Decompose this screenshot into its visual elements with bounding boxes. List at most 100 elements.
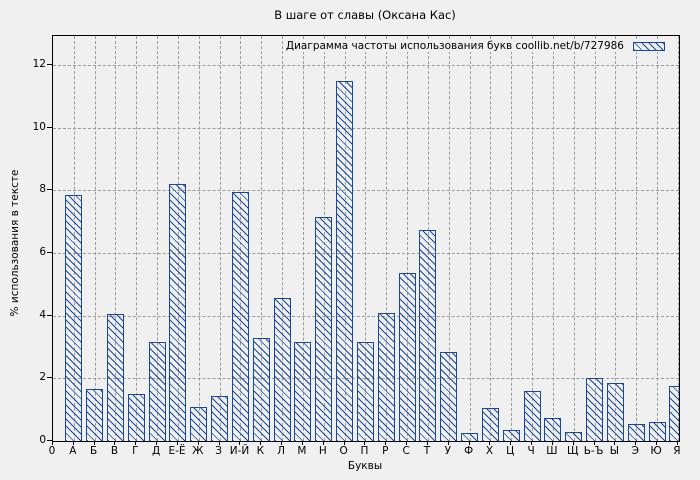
bar-Б: [86, 389, 104, 441]
y-tick-mark: [47, 440, 52, 441]
y-tick-mark: [47, 314, 52, 316]
y-tick-label: 4: [39, 308, 46, 321]
x-tick-mark: [676, 441, 678, 445]
x-gridline: [511, 36, 513, 441]
x-tick-mark: [364, 441, 366, 445]
x-tick-mark: [197, 441, 199, 445]
x-tick-mark: [614, 441, 616, 445]
bar-Р: [377, 312, 395, 441]
x-gridline: [94, 36, 96, 441]
x-tick-label: Н: [318, 445, 327, 457]
y-tick-mark: [47, 64, 52, 66]
plot-area: Диаграмма частоты использования букв coo…: [52, 35, 680, 442]
bar-Ц: [502, 430, 520, 441]
x-gridline: [115, 36, 117, 441]
bar-Т: [419, 229, 437, 441]
y-tick-label: 2: [39, 371, 46, 384]
bar-Ы: [606, 383, 624, 441]
x-tick-label: Д: [152, 445, 161, 457]
x-tick-mark: [176, 441, 178, 445]
x-axis-title: Буквы: [347, 460, 383, 472]
x-tick-mark: [593, 441, 595, 445]
x-tick-label: Ы: [609, 445, 620, 457]
y-tick-mark: [47, 252, 52, 254]
x-tick-label-origin: 0: [48, 445, 56, 457]
x-tick-label: Ф: [464, 445, 474, 457]
bar-Э: [627, 423, 645, 441]
y-tick-label: 0: [39, 434, 46, 446]
legend-swatch-hatched-box: [633, 41, 665, 51]
x-tick-mark: [426, 441, 428, 445]
x-tick-mark: [447, 441, 449, 445]
x-tick-label: Ч: [527, 445, 535, 457]
bar-Ш: [544, 417, 562, 441]
x-tick-label: П: [360, 445, 369, 457]
bar-Е-Ё: [169, 184, 187, 441]
x-tick-mark: [510, 441, 512, 445]
x-tick-label: В: [110, 445, 119, 457]
x-tick-label: Ж: [192, 445, 204, 457]
y-tick-label: 10: [32, 120, 46, 133]
x-tick-mark: [406, 441, 408, 445]
y-tick-mark: [47, 126, 52, 128]
x-tick-label: Я: [673, 445, 681, 457]
x-gridline: [261, 36, 263, 441]
x-tick-mark: [635, 441, 637, 445]
x-gridline: [615, 36, 617, 441]
x-tick-mark: [468, 441, 470, 445]
legend-label: Диаграмма частоты использования букв coo…: [285, 40, 624, 52]
bar-Ь-Ъ: [586, 378, 604, 441]
bar-А: [65, 195, 83, 441]
bar-У: [440, 351, 458, 441]
x-gridline: [636, 36, 638, 441]
bar-Щ: [565, 431, 583, 441]
x-tick-mark: [322, 441, 324, 445]
x-tick-label: Ш: [546, 445, 558, 457]
x-tick-label: У: [444, 445, 451, 457]
x-tick-label: Л: [277, 445, 286, 457]
x-tick-label: О: [339, 445, 348, 457]
y-tick-mark: [47, 189, 52, 191]
x-gridline: [490, 36, 492, 441]
x-tick-mark: [114, 441, 116, 445]
x-tick-mark: [239, 441, 241, 445]
bar-П: [356, 342, 374, 441]
x-gridline: [657, 36, 659, 441]
bar-К: [252, 337, 270, 441]
x-tick-mark: [135, 441, 137, 445]
x-tick-mark: [218, 441, 220, 445]
x-tick-mark: [531, 441, 533, 445]
x-gridline: [302, 36, 304, 441]
x-gridline: [219, 36, 221, 441]
x-tick-mark: [93, 441, 95, 445]
x-tick-mark: [572, 441, 574, 445]
x-tick-label: Ь-Ъ: [583, 445, 604, 457]
x-tick-label: Г: [132, 445, 139, 457]
chart-title: В шаге от славы (Оксана Кас): [274, 8, 456, 22]
x-gridline: [282, 36, 284, 441]
x-gridline: [573, 36, 575, 441]
bar-Ч: [523, 390, 541, 441]
bar-З: [211, 395, 229, 441]
bar-М: [294, 342, 312, 441]
x-tick-mark: [385, 441, 387, 445]
x-gridline: [386, 36, 388, 441]
y-tick-mark: [47, 377, 52, 379]
bar-Я: [669, 386, 679, 441]
x-tick-label: Т: [423, 445, 431, 457]
bar-Л: [273, 298, 291, 441]
x-gridline: [532, 36, 534, 441]
x-tick-label: З: [215, 445, 222, 457]
x-tick-label: С: [402, 445, 410, 457]
x-gridline: [157, 36, 159, 441]
bar-В: [106, 314, 124, 441]
bar-Ю: [648, 422, 666, 441]
x-gridline: [677, 36, 679, 441]
bar-О: [336, 80, 354, 441]
x-gridline: [136, 36, 138, 441]
bar-Г: [127, 394, 145, 441]
x-tick-mark: [260, 441, 262, 445]
x-tick-mark: [301, 441, 303, 445]
bar-Х: [481, 408, 499, 441]
